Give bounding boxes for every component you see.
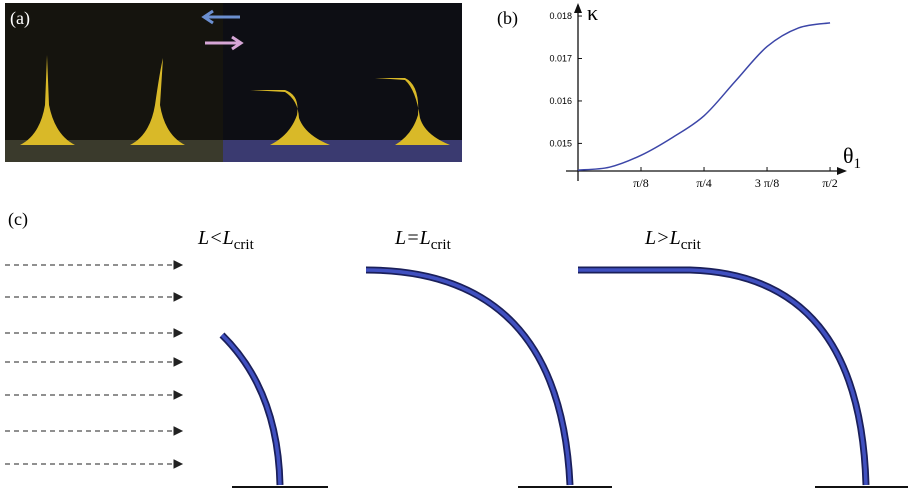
plot: 0.015 0.016 0.017 0.018 π/8 π/4 3 π/8 π/2: [549, 3, 847, 190]
y-tick-label: 0.018: [549, 11, 572, 21]
x-axis-arrow: [837, 167, 847, 175]
case-main: L<L: [197, 227, 234, 249]
y-axis-arrow: [574, 3, 582, 13]
flow-arrows: [5, 261, 182, 468]
x-axis-label-subscript: 1: [854, 156, 862, 172]
x-tick-label: π/4: [696, 176, 711, 190]
x-tick-label: π/8: [633, 176, 648, 190]
case-main: L=L: [394, 227, 431, 249]
y-axis-label: κ: [587, 0, 598, 25]
case-label: L<Lcrit: [197, 227, 255, 253]
case-sub: crit: [431, 237, 452, 253]
case-label: L>Lcrit: [644, 227, 702, 253]
case-main: L>L: [644, 227, 681, 249]
figure: (a) (b) (c) κ θ1 0.015 0.016 0.017 0.018 π/8…: [0, 0, 911, 491]
x-tick-label: 3 π/8: [755, 176, 779, 190]
x-tick-label: π/2: [822, 176, 837, 190]
case-sub: crit: [234, 237, 255, 253]
panel-label: (b): [497, 8, 518, 29]
panel-label: (c): [8, 209, 28, 230]
rods: [222, 270, 908, 487]
y-tick-label: 0.017: [549, 53, 572, 63]
y-tick-label: 0.016: [549, 96, 572, 106]
photo: [5, 3, 462, 162]
x-axis-label-main: θ: [843, 143, 854, 168]
case-label: L=Lcrit: [394, 227, 452, 253]
curve: [578, 23, 830, 170]
case-sub: crit: [681, 237, 702, 253]
y-tick-label: 0.015: [549, 138, 572, 148]
panel-label: (a): [10, 8, 30, 29]
x-axis-label: θ1: [843, 143, 861, 172]
